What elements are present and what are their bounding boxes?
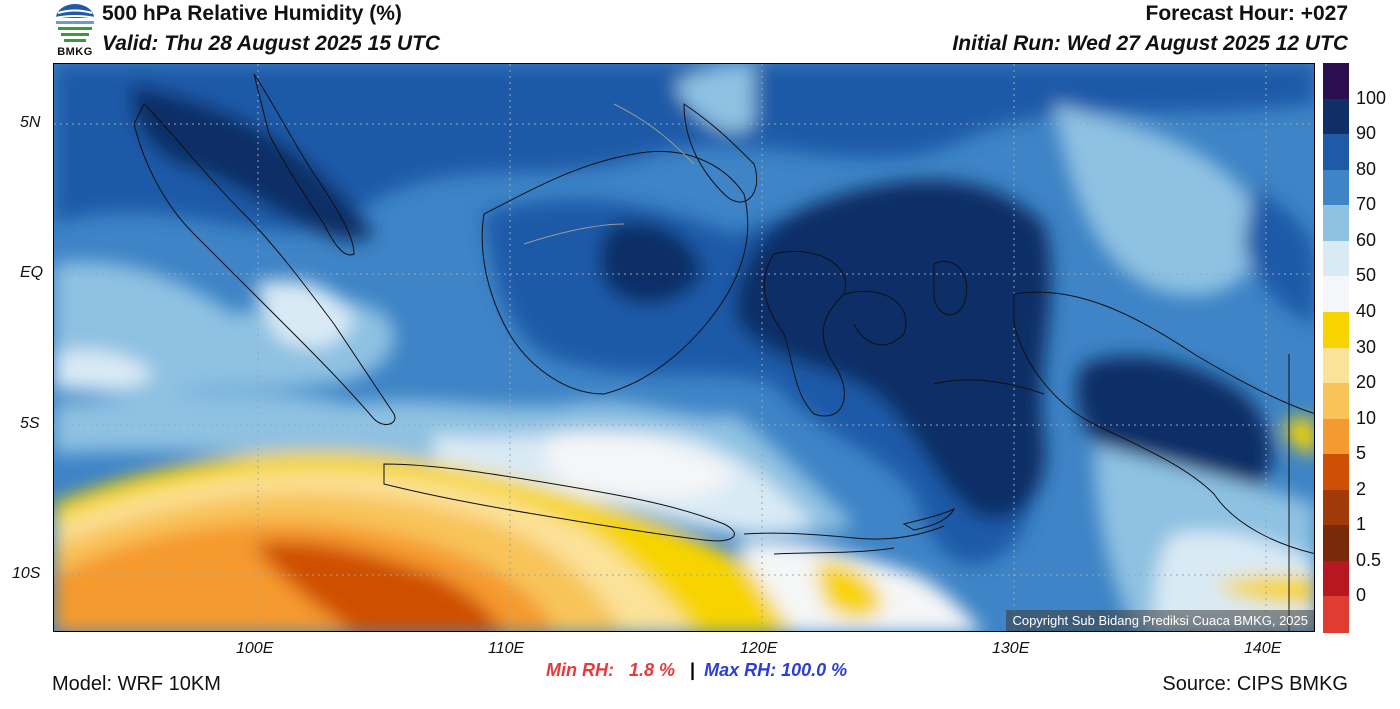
lat-label-10s: 10S [12,565,41,582]
colorbar-label: 60 [1356,229,1377,250]
colorbar-label: 40 [1356,300,1377,321]
lat-label-5s: 5S [20,415,40,432]
colorbar-swatch [1323,205,1349,242]
valid-time: Valid: Thu 28 August 2025 15 UTC [102,32,441,55]
min-rh-value: 1.8 % [629,660,676,680]
lat-label-5n: 5N [20,114,41,131]
source-label: Source: CIPS BMKG [1162,673,1348,695]
colorbar [1323,63,1349,633]
forecast-hour: Forecast Hour: +027 [1145,2,1349,25]
map-title: 500 hPa Relative Humidity (%) [102,2,402,25]
lon-label-130e: 130E [992,640,1030,657]
stats-separator: | [690,660,696,680]
colorbar-swatch [1323,311,1349,348]
initial-run: Initial Run: Wed 27 August 2025 12 UTC [952,32,1348,55]
colorbar-label: 0.5 [1356,549,1382,570]
colorbar-label: 5 [1356,443,1367,464]
lon-label-110e: 110E [488,640,525,657]
lon-label-120e: 120E [740,640,778,657]
lon-label-140e: 140E [1244,640,1282,657]
copyright-notice: Copyright Sub Bidang Prediksi Cuaca BMKG… [1006,610,1314,631]
max-rh-value: 100.0 % [781,660,848,680]
colorbar-swatch [1323,454,1349,491]
humidity-map: Copyright Sub Bidang Prediksi Cuaca BMKG… [53,63,1315,632]
bmkg-logo: BMKG [52,2,98,60]
max-rh-label: Max RH: [704,660,777,680]
colorbar-label: 20 [1356,372,1377,393]
colorbar-swatch [1323,63,1349,100]
colorbar-label: 1 [1356,514,1367,535]
colorbar-swatch [1323,418,1349,455]
colorbar-swatch [1323,525,1349,562]
colorbar-swatch [1323,560,1349,597]
colorbar-label: 10 [1356,407,1377,428]
lon-label-100e: 100E [236,640,274,657]
colorbar-label: 80 [1356,158,1377,179]
colorbar-swatch [1323,240,1349,277]
colorbar-swatch [1323,134,1349,171]
colorbar-swatch [1323,489,1349,526]
colorbar-swatch [1323,596,1349,633]
colorbar-label: 100 [1356,87,1387,108]
colorbar-label: 0 [1356,585,1367,606]
colorbar-swatch [1323,383,1349,420]
model-label: Model: WRF 10KM [52,673,221,695]
colorbar-swatch [1323,98,1349,135]
humidity-field [54,64,1314,631]
colorbar-swatch [1323,347,1349,384]
colorbar-swatch [1323,169,1349,206]
colorbar-label: 2 [1356,478,1367,499]
logo-text: BMKG [57,46,93,58]
lat-label-eq: EQ [20,264,44,281]
min-rh-label: Min RH: [546,660,614,680]
colorbar-swatch [1323,276,1349,313]
colorbar-label: 50 [1356,265,1377,286]
colorbar-label: 90 [1356,123,1377,144]
colorbar-label: 70 [1356,194,1377,215]
coastlines [133,73,1314,631]
colorbar-label: 30 [1356,336,1377,357]
rh-stats: Min RH: 1.8 % | Max RH: 100.0 % [546,660,847,681]
